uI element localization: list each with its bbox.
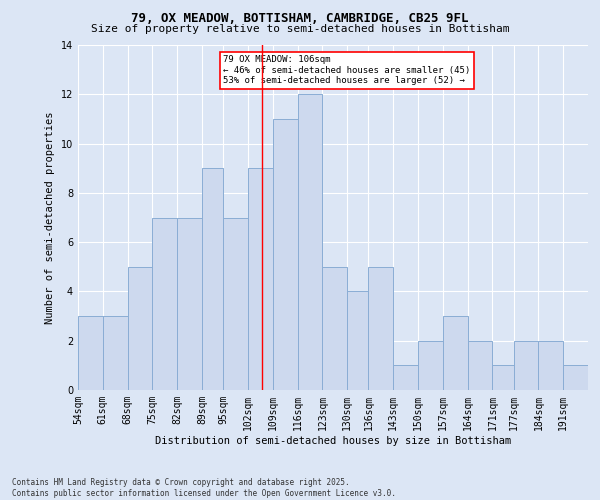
Bar (322, 267, 347, 390)
Bar (418, 340, 443, 390)
Bar (443, 316, 467, 390)
Bar (563, 366, 588, 390)
Bar (514, 340, 538, 390)
Bar (223, 218, 248, 390)
Bar (467, 340, 493, 390)
Bar (78, 316, 103, 390)
Bar (152, 218, 177, 390)
Text: 79, OX MEADOW, BOTTISHAM, CAMBRIDGE, CB25 9FL: 79, OX MEADOW, BOTTISHAM, CAMBRIDGE, CB2… (131, 12, 469, 26)
Bar (202, 168, 223, 390)
Y-axis label: Number of semi-detached properties: Number of semi-detached properties (45, 112, 55, 324)
X-axis label: Distribution of semi-detached houses by size in Bottisham: Distribution of semi-detached houses by … (155, 436, 511, 446)
Bar (368, 267, 393, 390)
Bar (177, 218, 202, 390)
Bar (103, 316, 128, 390)
Text: 79 OX MEADOW: 106sqm
← 46% of semi-detached houses are smaller (45)
53% of semi-: 79 OX MEADOW: 106sqm ← 46% of semi-detac… (223, 56, 470, 85)
Bar (298, 94, 322, 390)
Bar (538, 340, 563, 390)
Text: Size of property relative to semi-detached houses in Bottisham: Size of property relative to semi-detach… (91, 24, 509, 34)
Text: Contains HM Land Registry data © Crown copyright and database right 2025.
Contai: Contains HM Land Registry data © Crown c… (12, 478, 396, 498)
Bar (493, 366, 514, 390)
Bar (393, 366, 418, 390)
Bar (248, 168, 273, 390)
Bar (347, 292, 368, 390)
Bar (273, 119, 298, 390)
Bar (128, 267, 152, 390)
